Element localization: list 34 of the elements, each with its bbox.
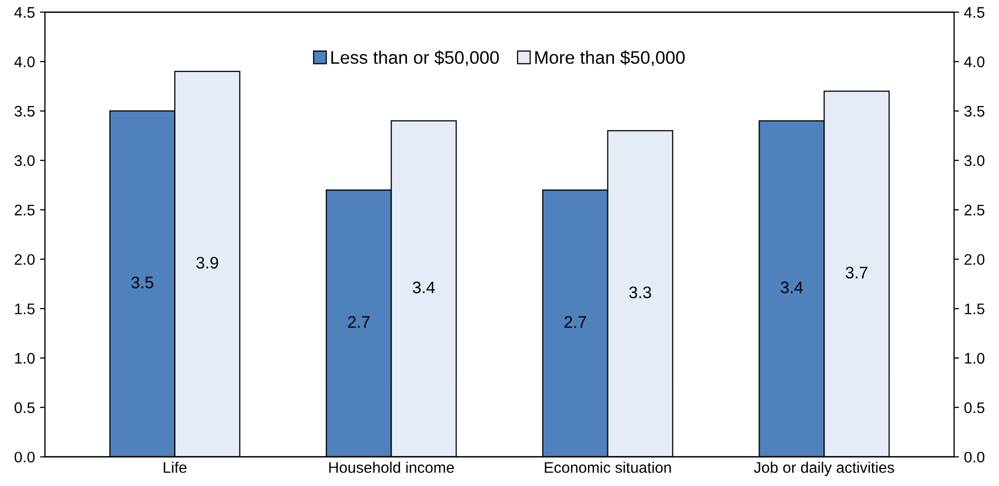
data-label: 3.4 xyxy=(780,282,803,294)
y2-tick-label: 1.0 xyxy=(964,352,984,364)
y-tick-label: 3.0 xyxy=(14,155,35,166)
data-label: 3.3 xyxy=(629,286,652,298)
y2-tick-label: 2.0 xyxy=(964,254,984,265)
y-tick-label: 4.5 xyxy=(14,7,35,18)
x-tick-label: Economic situation xyxy=(544,462,671,473)
y-tick-label: 1.0 xyxy=(15,352,35,364)
y2-tick-label: 0.0 xyxy=(964,452,984,463)
y2-tick-label: 2.5 xyxy=(964,204,984,216)
y-tick-label: 2.5 xyxy=(14,204,35,216)
y2-tick-label: 0.5 xyxy=(964,402,984,414)
y-tick-label: 4.0 xyxy=(14,56,35,68)
y-tick-label: 0.5 xyxy=(14,402,35,414)
y2-tick-label: 1.5 xyxy=(964,304,984,314)
data-label: 3.7 xyxy=(846,266,868,278)
y-tick-label: 2.0 xyxy=(14,254,35,265)
data-label: 2.7 xyxy=(564,316,586,328)
y2-tick-label: 4.0 xyxy=(964,56,984,68)
y-tick-label: 1.5 xyxy=(15,304,35,314)
y-tick-label: 0.0 xyxy=(14,452,35,463)
data-label: 3.4 xyxy=(412,282,435,294)
data-label: 3.9 xyxy=(196,256,218,269)
y2-tick-label: 3.5 xyxy=(964,106,984,117)
legend-label: Less than or $50,000 xyxy=(331,50,499,66)
data-label: 2.7 xyxy=(348,316,370,328)
data-label: 3.5 xyxy=(131,276,154,288)
y-tick-label: 3.5 xyxy=(14,106,35,117)
x-tick-label: Job or daily activities xyxy=(754,462,894,476)
legend-label: More than $50,000 xyxy=(535,50,685,66)
y2-tick-label: 3.0 xyxy=(964,155,984,166)
x-tick-label: Life xyxy=(164,462,186,473)
y2-tick-label: 4.5 xyxy=(964,7,984,18)
x-tick-label: Household income xyxy=(329,462,454,473)
